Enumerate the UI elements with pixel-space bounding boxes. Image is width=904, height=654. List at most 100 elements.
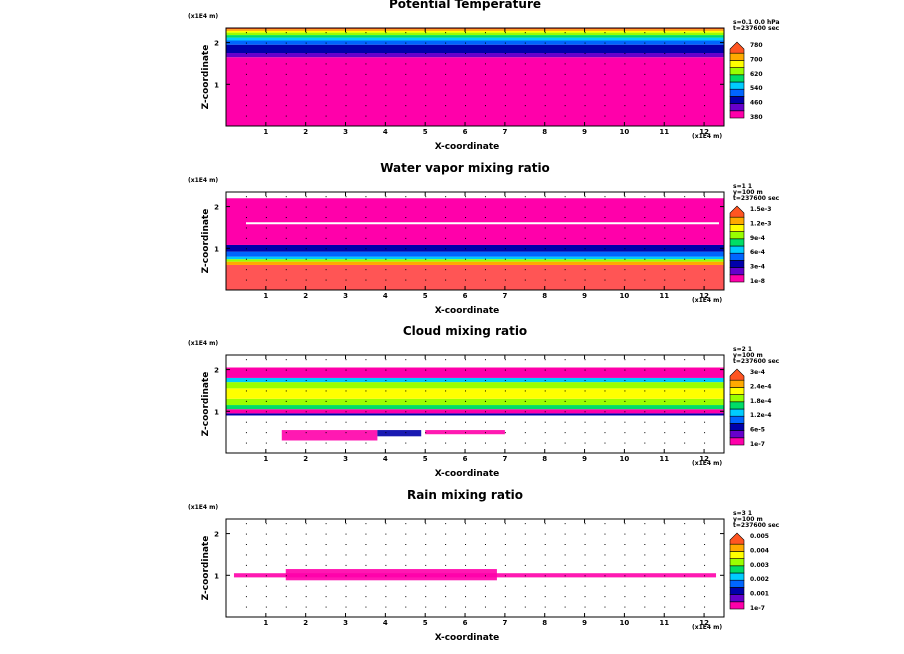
grid-dot [325, 258, 327, 260]
grid-dot [524, 63, 526, 65]
grid-dot [345, 533, 347, 535]
grid-dot [584, 206, 586, 208]
grid-dot [465, 63, 467, 65]
grid-dot [564, 94, 566, 96]
grid-dot [664, 217, 666, 219]
grid-dot [305, 359, 307, 361]
grid-dot [405, 523, 407, 525]
info-text: y=100 m [733, 516, 763, 523]
grid-dot [385, 42, 387, 44]
grid-dot [365, 523, 367, 525]
colorbar-swatch [729, 41, 745, 54]
grid-dot [245, 432, 247, 434]
grid-dot [265, 279, 267, 281]
grid-dot [584, 523, 586, 525]
x-tick-label: 5 [423, 128, 428, 136]
grid-dot [405, 227, 407, 229]
grid-dot [425, 73, 427, 75]
grid-dot [445, 575, 447, 577]
grid-dot [325, 73, 327, 75]
grid-dot [265, 544, 267, 546]
grid-dot [524, 411, 526, 413]
grid-dot [425, 217, 427, 219]
grid-dot [584, 217, 586, 219]
grid-dot [544, 564, 546, 566]
colorbar-label: 1e-8 [750, 278, 765, 285]
grid-dot [265, 380, 267, 382]
grid-dot [684, 279, 686, 281]
grid-dot [544, 544, 546, 546]
grid-dot [644, 63, 646, 65]
grid-dot [684, 432, 686, 434]
grid-dot [624, 53, 626, 55]
grid-dot [504, 432, 506, 434]
grid-dot [584, 369, 586, 371]
grid-dot [265, 606, 267, 608]
grid-dot [644, 411, 646, 413]
grid-dot [445, 533, 447, 535]
grid-dot [365, 544, 367, 546]
grid-dot [425, 421, 427, 423]
grid-dot [425, 32, 427, 34]
grid-dot [405, 237, 407, 239]
contour-band [226, 53, 724, 58]
grid-dot [325, 585, 327, 587]
x-tick-label: 2 [303, 128, 308, 136]
x-tick-label: 1 [263, 455, 268, 463]
grid-dot [484, 115, 486, 117]
grid-dot [684, 73, 686, 75]
grid-dot [524, 53, 526, 55]
grid-dot [245, 279, 247, 281]
grid-dot [285, 73, 287, 75]
grid-dot [604, 390, 606, 392]
grid-dot [305, 269, 307, 271]
contour-band [226, 57, 724, 126]
grid-dot [305, 596, 307, 598]
grid-dot [305, 206, 307, 208]
grid-dot [704, 53, 706, 55]
grid-dot [285, 400, 287, 402]
grid-dot [624, 279, 626, 281]
grid-dot [285, 105, 287, 107]
grid-dot [544, 279, 546, 281]
grid-dot [524, 554, 526, 556]
grid-dot [465, 390, 467, 392]
grid-dot [684, 196, 686, 198]
grid-dot [504, 575, 506, 577]
z-unit-label: (x1E4 m) [188, 13, 218, 20]
grid-dot [484, 390, 486, 392]
grid-dot [584, 400, 586, 402]
grid-dot [465, 585, 467, 587]
chart-panel-1: Potential Temperature(x1E4 m)1 2 3 4 5 6 7 8 9 10… [188, 0, 780, 152]
grid-dot [425, 206, 427, 208]
grid-dot [365, 237, 367, 239]
grid-dot [365, 390, 367, 392]
grid-dot [365, 533, 367, 535]
grid-dot [425, 248, 427, 250]
colorbar-swatch [729, 572, 745, 581]
grid-dot [325, 390, 327, 392]
grid-dot [604, 115, 606, 117]
grid-dot [325, 564, 327, 566]
x-tick-label: 7 [502, 128, 507, 136]
x-tick-label: 4 [383, 455, 388, 463]
grid-dot [564, 248, 566, 250]
grid-dot [704, 115, 706, 117]
grid-dot [465, 105, 467, 107]
grid-dot [584, 596, 586, 598]
grid-dot [604, 442, 606, 444]
x-tick-label: 7 [502, 619, 507, 627]
grid-dot [544, 369, 546, 371]
grid-dot [604, 533, 606, 535]
contour-band [226, 37, 724, 41]
grid-dot [465, 237, 467, 239]
grid-dot [624, 432, 626, 434]
contour-band [226, 256, 724, 260]
grid-dot [385, 554, 387, 556]
grid-dot [604, 411, 606, 413]
grid-dot [405, 585, 407, 587]
grid-dot [405, 554, 407, 556]
grid-dot [484, 105, 486, 107]
grid-dot [644, 217, 646, 219]
grid-dot [345, 237, 347, 239]
